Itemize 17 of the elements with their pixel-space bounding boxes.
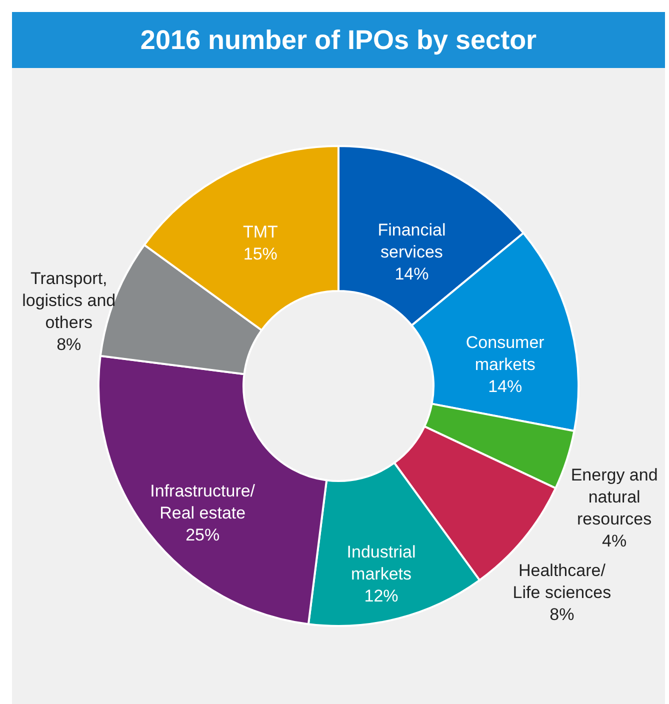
data-label: 12%	[364, 586, 398, 606]
slice-label: Transport, logistics and others	[22, 269, 116, 332]
slice-label: TMT	[242, 222, 278, 242]
slice-label: Healthcare/Life sciences	[512, 560, 612, 602]
slice-label: Industrial markets	[346, 542, 416, 584]
data-label: 14%	[488, 377, 522, 396]
slice-label: Infrastructure/Real estate	[150, 481, 256, 522]
data-label: 4%	[602, 532, 627, 551]
slice-label: Financial services	[378, 220, 446, 262]
data-label: 14%	[394, 264, 429, 284]
slice-label: Consumer markets	[466, 333, 545, 374]
chart-title: 2016 number of IPOs by sector	[12, 12, 665, 68]
data-label: 25%	[186, 525, 220, 544]
data-label: 8%	[56, 335, 82, 354]
data-label: 15%	[243, 244, 278, 264]
data-label: 8%	[550, 604, 574, 624]
slice-label: Energy and natural resources	[570, 466, 658, 529]
